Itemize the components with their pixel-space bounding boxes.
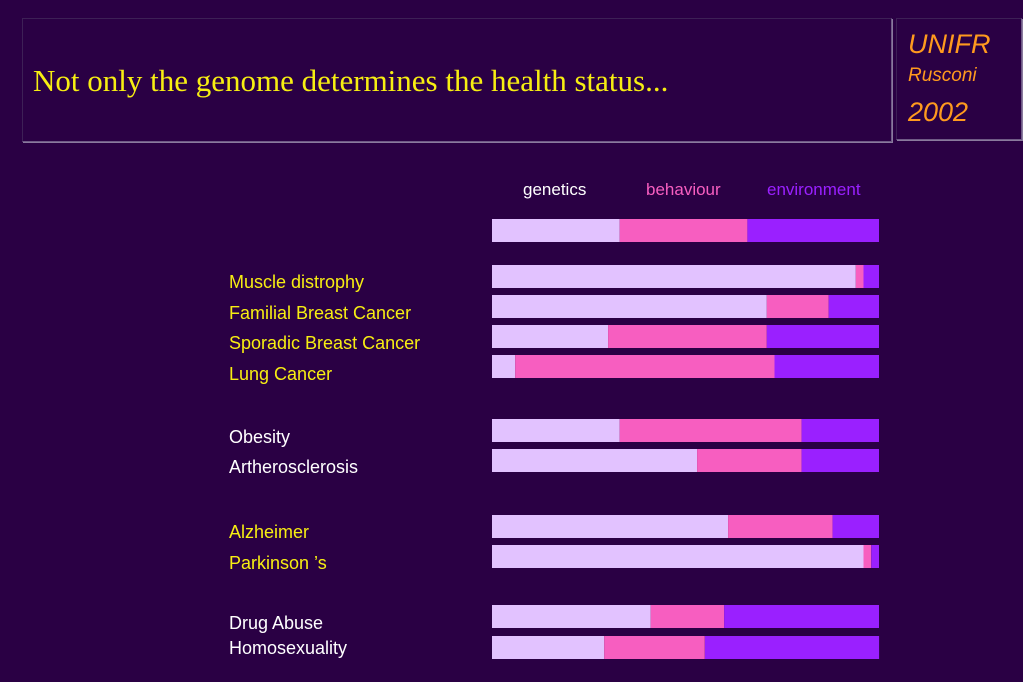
- bar-segment-genetics-row-0: [492, 219, 620, 242]
- bar-segment-environment-row-5: [801, 419, 879, 442]
- bar-segment-behaviour-row-7: [728, 515, 833, 538]
- legend-environment: environment: [767, 180, 861, 199]
- bar-segment-behaviour-row-9: [650, 605, 725, 628]
- bar-segment-behaviour-row-5: [619, 419, 802, 442]
- bar-segment-environment-row-7: [832, 515, 879, 538]
- legend-behaviour: behaviour: [646, 180, 721, 199]
- bar-segment-behaviour-row-1: [855, 265, 864, 288]
- bar-segment-environment-row-8: [871, 545, 879, 568]
- bar-segment-behaviour-row-2: [766, 295, 829, 318]
- bar-segment-environment-row-10: [704, 636, 880, 659]
- row-label-muscle-distrophy: Muscle distrophy: [229, 272, 365, 292]
- row-label-familial-breast-cancer: Familial Breast Cancer: [229, 303, 412, 323]
- row-label-obesity: Obesity: [229, 427, 291, 447]
- badge-institution: UNIFR: [908, 29, 991, 59]
- bar-segment-environment-row-1: [863, 265, 879, 288]
- bar-segment-behaviour-row-6: [697, 449, 802, 472]
- bar-segment-behaviour-row-8: [863, 545, 872, 568]
- row-label-sporadic-breast-cancer: Sporadic Breast Cancer: [229, 333, 421, 353]
- legend-genetics: genetics: [523, 180, 587, 199]
- row-label-drug-abuse: Drug Abuse: [229, 613, 324, 633]
- row-label-parkinsons: Parkinson ’s: [229, 553, 327, 573]
- bar-segment-environment-row-9: [724, 605, 879, 628]
- badge-author: Rusconi: [908, 65, 977, 86]
- slide-title: Not only the genome determines the healt…: [33, 63, 669, 98]
- row-label-artherosclerosis: Artherosclerosis: [229, 457, 359, 477]
- row-label-alzheimer: Alzheimer: [229, 522, 310, 542]
- bar-segment-genetics-row-7: [492, 515, 729, 538]
- bar-segment-environment-row-0: [747, 219, 879, 242]
- bar-segment-genetics-row-9: [492, 605, 651, 628]
- bar-segment-environment-row-2: [828, 295, 879, 318]
- row-label-lung-cancer: Lung Cancer: [229, 364, 333, 384]
- bar-segment-genetics-row-8: [492, 545, 864, 568]
- badge-box: UNIFR Rusconi 2002: [896, 18, 1022, 140]
- bar-segment-behaviour-row-3: [608, 325, 767, 348]
- badge-year: 2002: [908, 97, 969, 127]
- bar-segment-environment-row-4: [774, 355, 879, 378]
- bar-segment-behaviour-row-0: [619, 219, 748, 242]
- bar-segment-genetics-row-5: [492, 419, 620, 442]
- bar-segment-genetics-row-4: [492, 355, 516, 378]
- row-label-homosexuality: Homosexuality: [229, 638, 348, 658]
- bar-segment-behaviour-row-10: [604, 636, 705, 659]
- bar-segment-genetics-row-2: [492, 295, 767, 318]
- bar-segment-environment-row-3: [766, 325, 879, 348]
- bar-segment-behaviour-row-4: [515, 355, 775, 378]
- bar-segment-genetics-row-6: [492, 449, 698, 472]
- bar-segment-genetics-row-1: [492, 265, 856, 288]
- bar-segment-genetics-row-3: [492, 325, 609, 348]
- title-box: Not only the genome determines the healt…: [22, 18, 892, 142]
- bar-segment-genetics-row-10: [492, 636, 605, 659]
- bar-segment-environment-row-6: [801, 449, 879, 472]
